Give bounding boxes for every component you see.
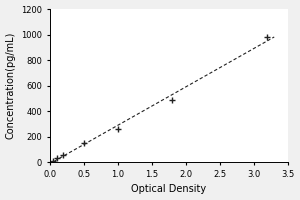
Y-axis label: Concentration(pg/mL): Concentration(pg/mL) [6, 32, 16, 139]
X-axis label: Optical Density: Optical Density [131, 184, 206, 194]
